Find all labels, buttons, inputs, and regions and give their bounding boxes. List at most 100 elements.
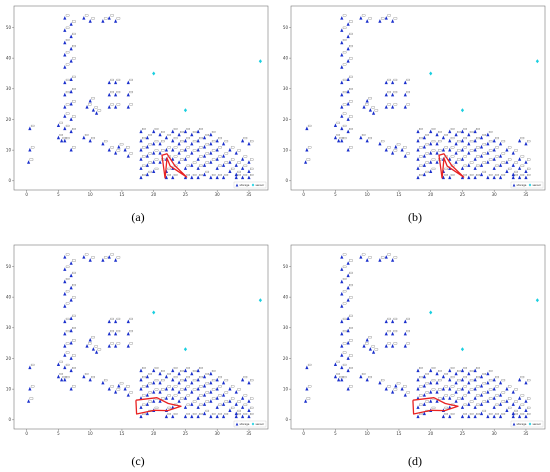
x-tick-label: 20 xyxy=(428,431,434,436)
node-tag xyxy=(192,400,197,403)
storage-node xyxy=(28,147,32,152)
node-tag xyxy=(29,397,34,400)
storage-node xyxy=(416,129,420,134)
node-tag xyxy=(65,351,70,354)
storage-node xyxy=(492,377,496,382)
node-tag xyxy=(30,385,35,388)
node-tag xyxy=(495,413,499,415)
storage-node xyxy=(435,151,439,155)
node-tag xyxy=(186,367,190,369)
x-tick-label: 25 xyxy=(460,192,466,197)
storage-node xyxy=(183,368,188,373)
storage-node xyxy=(394,144,398,149)
storage-node xyxy=(346,273,350,278)
storage-node xyxy=(479,163,484,167)
node-tag xyxy=(476,394,480,397)
node-tag xyxy=(438,397,442,400)
node-tag xyxy=(380,379,385,382)
storage-node xyxy=(422,411,426,416)
node-tag xyxy=(65,14,70,17)
node-tag xyxy=(368,376,372,379)
node-tag xyxy=(457,140,461,143)
storage-node xyxy=(505,408,509,412)
node-tag xyxy=(167,385,171,388)
storage-node xyxy=(391,151,395,155)
storage-node xyxy=(333,135,338,140)
storage-node xyxy=(126,105,130,109)
node-tag xyxy=(425,134,429,136)
node-tag xyxy=(393,91,398,94)
node-tag xyxy=(72,146,76,149)
node-tag xyxy=(476,128,480,130)
storage-node xyxy=(215,414,219,419)
node-tag xyxy=(30,124,35,127)
storage-node xyxy=(69,340,73,345)
node-tag xyxy=(148,391,152,394)
storage-node xyxy=(384,105,388,109)
node-tag xyxy=(425,373,429,375)
node-tag xyxy=(154,140,159,143)
x-tick-label: 25 xyxy=(183,192,189,197)
node-tag xyxy=(173,137,178,140)
storage-node xyxy=(479,402,484,406)
node-tag xyxy=(72,115,76,118)
node-tag xyxy=(342,363,347,366)
storage-node xyxy=(190,414,194,419)
storage-node xyxy=(346,356,350,360)
storage-node xyxy=(215,377,219,382)
node-tag xyxy=(469,174,474,176)
node-tag xyxy=(520,394,525,397)
storage-node xyxy=(518,138,522,143)
node-tag xyxy=(116,342,121,345)
node-tag xyxy=(142,367,146,369)
storage-node xyxy=(117,144,121,149)
node-tag xyxy=(180,131,184,133)
node-tag xyxy=(224,174,229,176)
node-tag xyxy=(161,388,165,391)
y-tick-label: 10 xyxy=(6,148,12,153)
node-tag xyxy=(457,149,461,152)
node-tag xyxy=(450,137,455,140)
node-tag xyxy=(431,388,436,391)
storage-node xyxy=(171,368,175,373)
storage-node xyxy=(454,399,458,403)
node-tag xyxy=(218,155,222,158)
x-tick-label: 5 xyxy=(57,431,60,436)
storage-node xyxy=(145,144,149,149)
storage-node xyxy=(94,350,99,354)
node-tag xyxy=(425,400,429,403)
node-tag xyxy=(211,131,216,133)
node-tag xyxy=(84,14,89,17)
storage-node xyxy=(196,147,200,152)
node-tag xyxy=(186,128,190,130)
storage-node xyxy=(441,374,445,379)
storage-node xyxy=(391,390,395,394)
node-tag xyxy=(218,137,222,140)
storage-node xyxy=(435,390,439,394)
storage-node xyxy=(429,399,433,403)
storage-node xyxy=(145,411,149,416)
node-tag xyxy=(495,146,499,149)
storage-node xyxy=(359,374,363,379)
storage-node xyxy=(467,402,471,406)
storage-node xyxy=(460,377,465,382)
x-tick-label: 35 xyxy=(246,431,252,436)
storage-node xyxy=(340,291,344,296)
storage-node xyxy=(524,160,528,164)
node-tag xyxy=(501,379,506,382)
node-tag xyxy=(29,158,34,161)
node-tag xyxy=(476,137,480,140)
node-tag xyxy=(94,106,98,109)
node-tag xyxy=(110,91,114,94)
node-tag xyxy=(243,137,248,140)
node-tag xyxy=(419,394,423,397)
node-tag xyxy=(527,413,531,415)
storage-node xyxy=(215,138,219,143)
node-tag xyxy=(65,51,70,54)
legend-box xyxy=(510,181,544,189)
storage-node xyxy=(479,411,484,416)
panel-c: 0 5 10 15 20 25 30 35 0 10 20 30 40 50 storage sensor xyxy=(6,243,270,437)
node-tag xyxy=(65,302,70,305)
node-tag xyxy=(476,413,480,415)
node-tag xyxy=(218,174,222,176)
